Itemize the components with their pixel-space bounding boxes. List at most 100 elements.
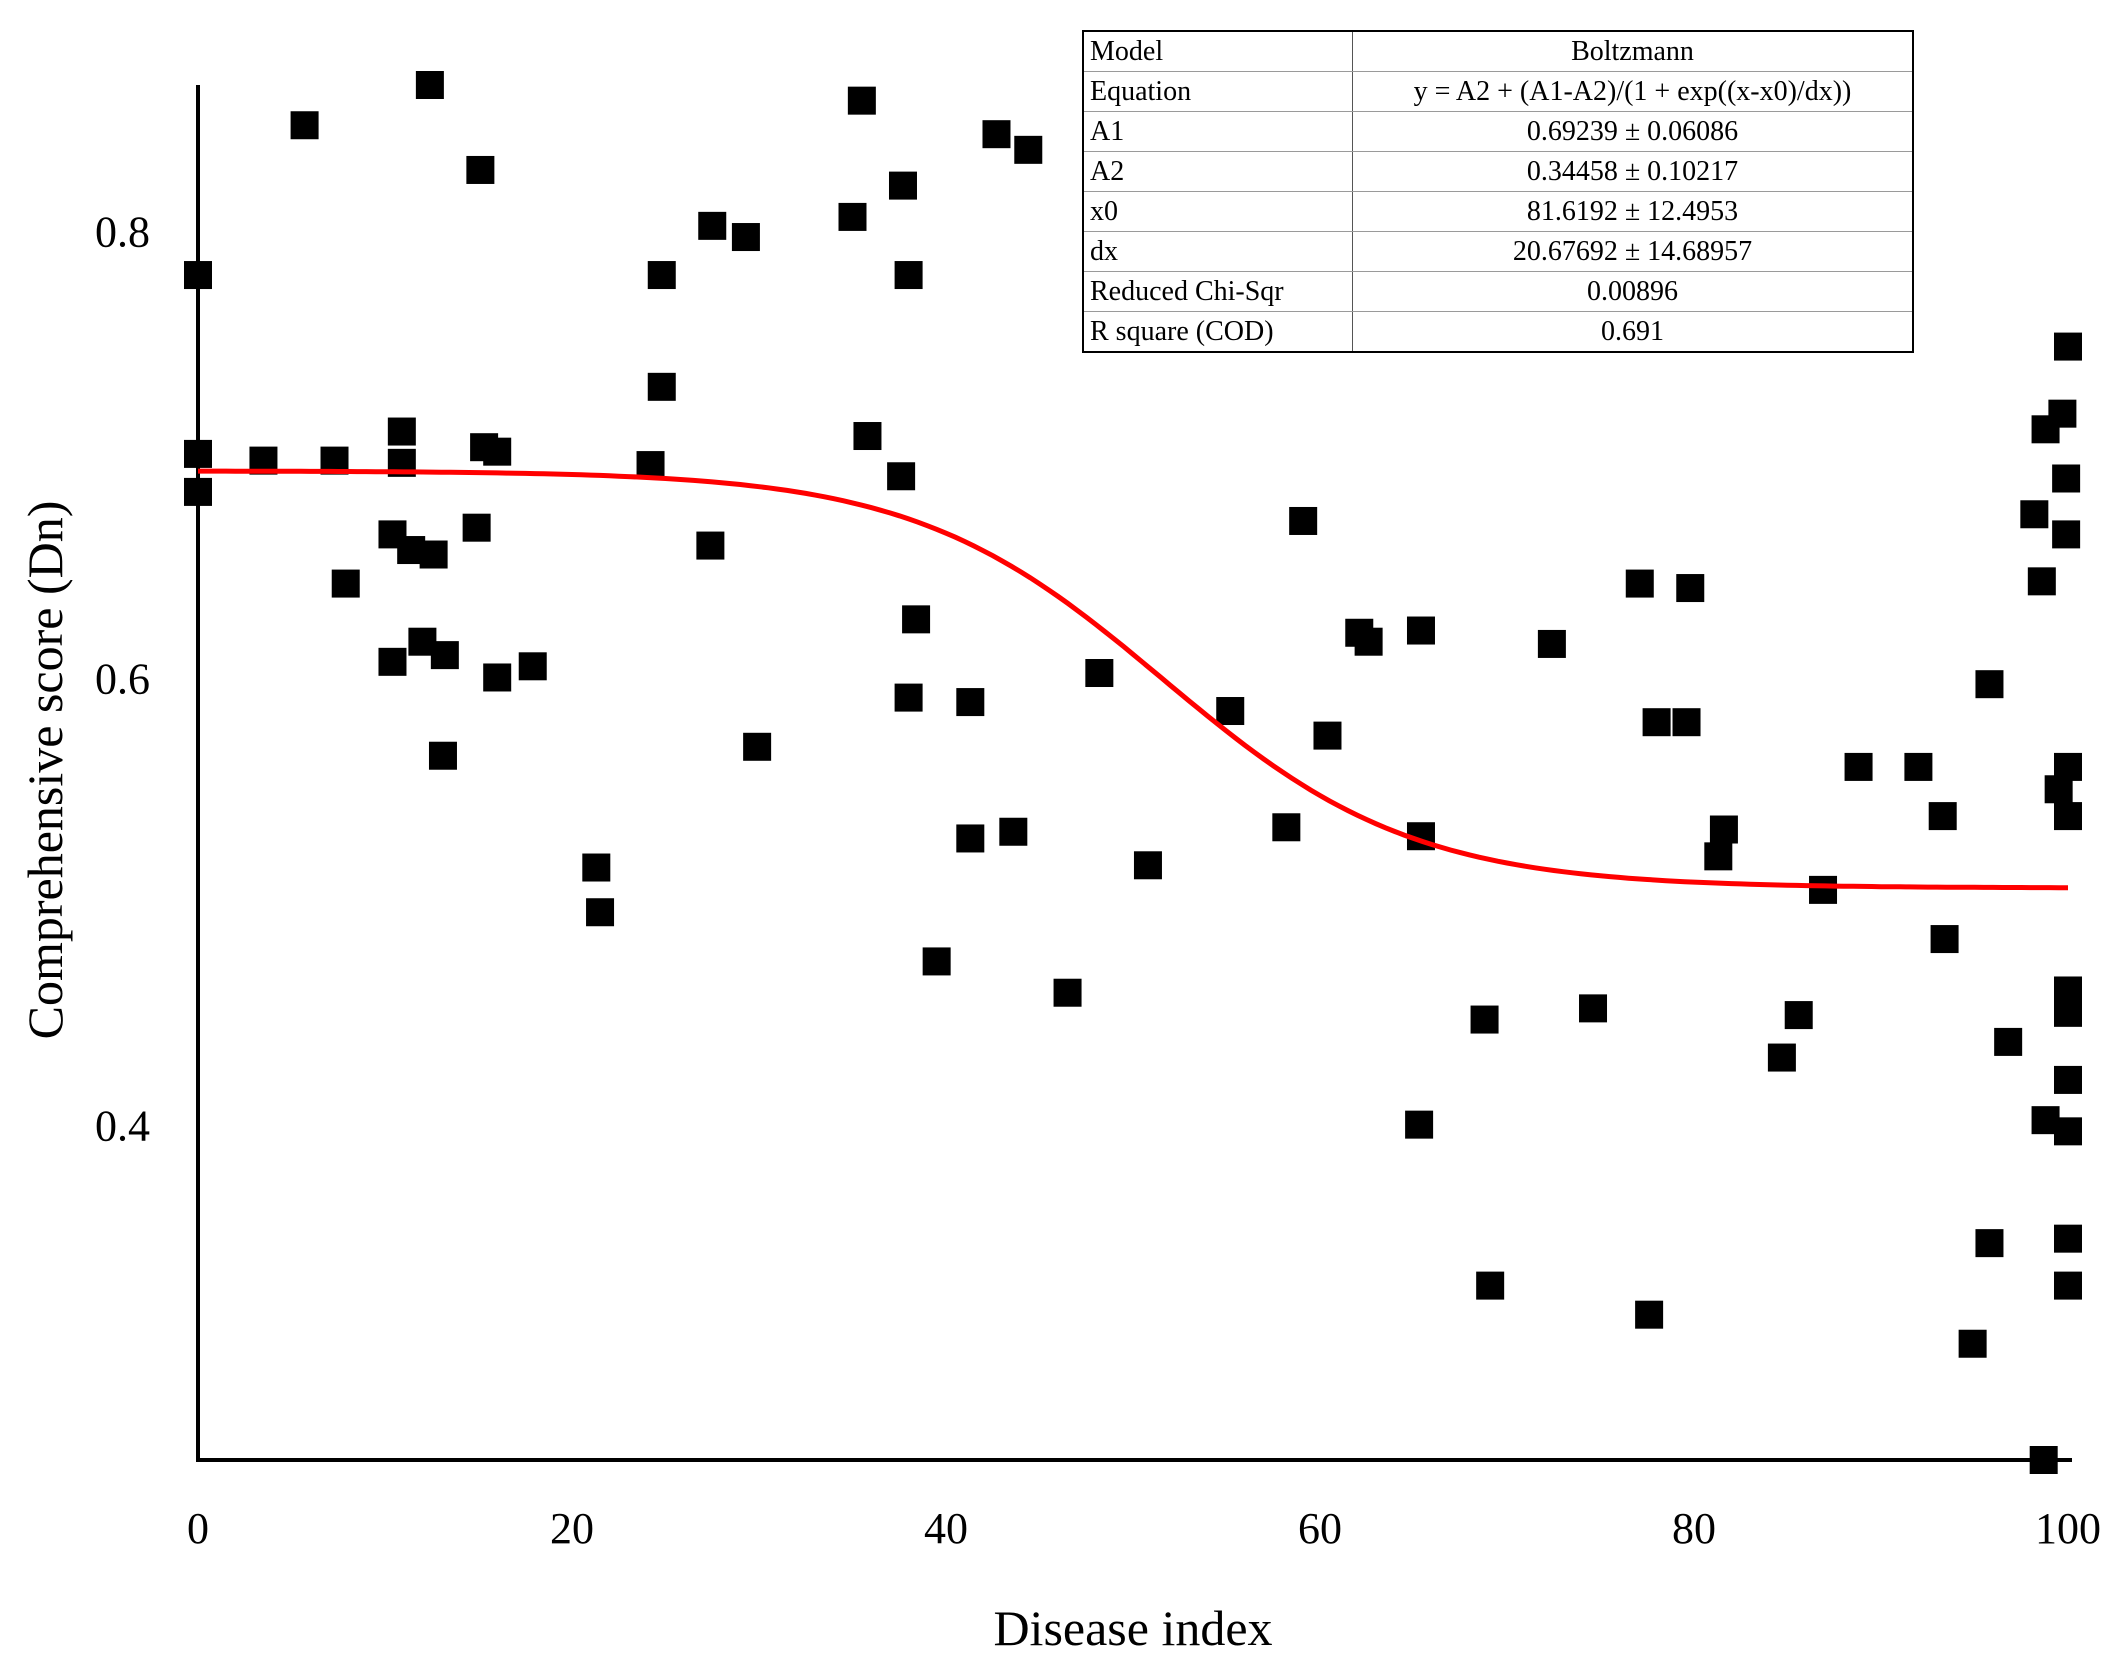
data-point xyxy=(982,120,1011,149)
stats-value: 0.691 xyxy=(1352,311,1914,353)
x-tick-labels: 0 20 40 60 80 100 xyxy=(187,1504,2101,1553)
data-point xyxy=(2048,399,2077,428)
data-point xyxy=(430,641,459,670)
data-point xyxy=(1579,994,1608,1023)
data-point xyxy=(1930,925,1959,954)
data-point xyxy=(387,417,416,446)
stats-value: 0.69239 ± 0.06086 xyxy=(1352,111,1914,152)
data-point xyxy=(2029,1446,2058,1474)
data-point xyxy=(1289,506,1318,535)
data-point xyxy=(999,817,1028,846)
data-point xyxy=(290,111,319,140)
data-point xyxy=(647,261,676,290)
data-point xyxy=(1709,815,1738,844)
data-point xyxy=(1406,616,1435,645)
data-point xyxy=(2054,1271,2082,1300)
data-point xyxy=(1014,135,1043,164)
data-point xyxy=(466,155,495,184)
data-point xyxy=(2054,1117,2082,1146)
data-point xyxy=(1994,1027,2023,1056)
stats-value: 0.34458 ± 0.10217 xyxy=(1352,151,1914,192)
stats-label: Reduced Chi-Sqr xyxy=(1082,271,1353,312)
stats-value: 81.6192 ± 12.4953 xyxy=(1352,191,1914,232)
data-point xyxy=(1133,851,1162,880)
data-point xyxy=(1928,802,1957,831)
data-point xyxy=(853,422,882,451)
scatter-points xyxy=(184,71,2082,1474)
stats-row: A2 0.34458 ± 0.10217 xyxy=(1082,151,1914,192)
data-point xyxy=(1958,1329,1987,1358)
data-point xyxy=(1975,1229,2004,1258)
data-point xyxy=(731,223,760,252)
stats-row: x0 81.6192 ± 12.4953 xyxy=(1082,191,1914,232)
stats-value: y = A2 + (A1-A2)/(1 + exp((x-x0)/dx)) xyxy=(1352,71,1914,112)
data-point xyxy=(1676,574,1705,603)
stats-label: x0 xyxy=(1082,191,1353,232)
stats-label: A2 xyxy=(1082,151,1353,192)
x-tick-label: 80 xyxy=(1672,1504,1716,1553)
data-point xyxy=(956,824,985,853)
data-point xyxy=(1470,1005,1499,1034)
data-point xyxy=(2054,998,2082,1027)
data-point xyxy=(2054,802,2082,831)
stats-row: Model Boltzmann xyxy=(1082,30,1914,72)
x-tick-label: 20 xyxy=(550,1504,594,1553)
data-point xyxy=(1635,1300,1664,1329)
data-point xyxy=(582,853,611,882)
data-point xyxy=(956,688,985,717)
stats-label: R square (COD) xyxy=(1082,311,1353,353)
data-point xyxy=(887,462,916,491)
data-point xyxy=(1625,569,1654,598)
data-point xyxy=(1354,627,1383,656)
x-tick-label: 40 xyxy=(924,1504,968,1553)
x-axis-title: Disease index xyxy=(993,1600,1272,1656)
stats-row: dx 20.67692 ± 14.68957 xyxy=(1082,231,1914,272)
stats-label: Model xyxy=(1082,30,1353,72)
fit-statistics-table: Model Boltzmann Equation y = A2 + (A1-A2)/(… xyxy=(1082,30,1914,353)
data-point xyxy=(647,372,676,401)
data-point xyxy=(743,732,772,761)
data-point xyxy=(2054,1065,2082,1094)
data-point xyxy=(1216,697,1245,726)
data-point xyxy=(378,647,407,676)
data-point xyxy=(894,683,923,712)
data-point xyxy=(636,451,665,480)
x-tick-label: 60 xyxy=(1298,1504,1342,1553)
stats-row: R square (COD) 0.691 xyxy=(1082,311,1914,353)
data-point xyxy=(415,71,444,99)
data-point xyxy=(331,569,360,598)
data-point xyxy=(2020,500,2049,529)
data-point xyxy=(2054,1224,2082,1253)
data-point xyxy=(1844,752,1873,781)
data-point xyxy=(698,211,727,240)
y-axis-title: Comprehensive score (Dn) xyxy=(17,501,73,1040)
y-tick-label: 0.8 xyxy=(95,207,150,256)
data-point xyxy=(184,477,212,506)
stats-value: 0.00896 xyxy=(1352,271,1914,312)
data-point xyxy=(922,947,951,976)
data-point xyxy=(428,741,457,770)
data-point xyxy=(184,439,212,468)
data-point xyxy=(2054,332,2082,361)
data-point xyxy=(518,652,547,681)
data-point xyxy=(483,437,512,466)
data-point xyxy=(1704,842,1733,871)
data-point xyxy=(1313,721,1342,750)
data-point xyxy=(1476,1271,1505,1300)
data-point xyxy=(894,261,923,290)
data-point xyxy=(1904,752,1933,781)
data-point xyxy=(1672,708,1701,737)
stats-label: A1 xyxy=(1082,111,1353,152)
data-point xyxy=(696,531,725,560)
boltzmann-fit-curve xyxy=(198,468,2068,891)
data-point xyxy=(1642,708,1671,737)
x-tick-label: 0 xyxy=(187,1504,209,1553)
data-point xyxy=(1405,1110,1434,1139)
stats-label: dx xyxy=(1082,231,1353,272)
data-point xyxy=(483,663,512,692)
data-point xyxy=(586,898,615,927)
stats-label: Equation xyxy=(1082,71,1353,112)
data-point xyxy=(1537,629,1566,658)
y-tick-labels: 0.4 0.6 0.8 xyxy=(95,207,150,1150)
data-point xyxy=(184,261,212,290)
